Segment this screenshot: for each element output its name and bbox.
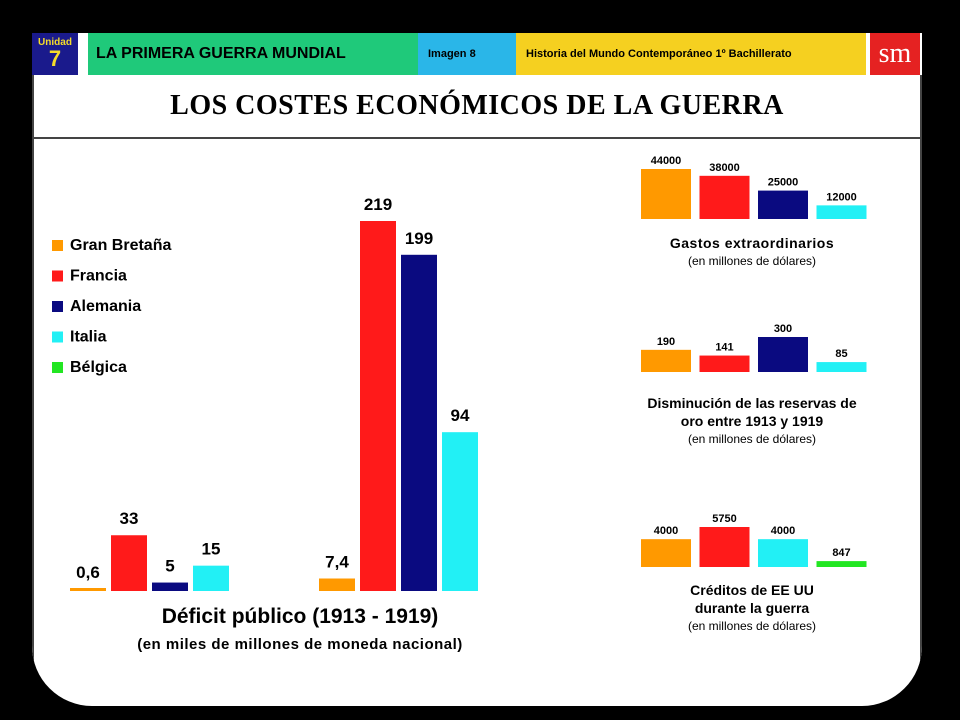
bar-disminucion-de-las-r-italia bbox=[816, 362, 867, 372]
frame-right bbox=[920, 75, 922, 706]
legend-swatch-francia bbox=[52, 270, 63, 282]
data-label: 190 bbox=[657, 336, 675, 348]
bar-disminucion-de-las-r-gran-bretana bbox=[641, 349, 691, 372]
data-label: 33 bbox=[120, 509, 139, 528]
publisher-logo: sm bbox=[870, 33, 920, 75]
data-label: 0,6 bbox=[76, 563, 100, 582]
data-label: 7,4 bbox=[325, 552, 349, 571]
slide-header: Unidad 7 LA PRIMERA GUERRA MUNDIAL Image… bbox=[32, 33, 922, 75]
title-bar: LOS COSTES ECONÓMICOS DE LA GUERRA bbox=[32, 75, 922, 139]
data-label: 847 bbox=[832, 547, 850, 559]
data-label: 219 bbox=[364, 195, 392, 214]
data-label: 44000 bbox=[651, 155, 682, 167]
bar-gastos-extraordinari-gran-bretana bbox=[641, 169, 691, 219]
chart-subtitle: (en millones de dólares) bbox=[688, 254, 816, 268]
chart-title: Déficit público (1913 - 1919) bbox=[162, 605, 439, 628]
data-label: 12000 bbox=[826, 191, 857, 203]
data-label: 199 bbox=[405, 229, 433, 248]
unit-label: Unidad bbox=[38, 37, 72, 48]
legend-label-alemania: Alemania bbox=[70, 298, 141, 315]
chart-title: Gastos extraordinarios bbox=[670, 235, 834, 251]
data-label: 4000 bbox=[654, 525, 678, 537]
data-label: 25000 bbox=[768, 177, 799, 189]
data-label: 85 bbox=[835, 348, 847, 360]
bar-creditos-de-ee-uu-du-gran-bretana bbox=[641, 539, 691, 567]
legend-label-italia: Italia bbox=[70, 329, 107, 346]
legend-swatch-italia bbox=[52, 331, 63, 343]
chart-title: Disminución de las reservas de bbox=[647, 395, 857, 411]
legend-swatch-alemania bbox=[52, 301, 63, 312]
unit-number: 7 bbox=[48, 46, 62, 71]
slide: Unidad 7 LA PRIMERA GUERRA MUNDIAL Image… bbox=[32, 33, 922, 706]
slide-title: LOS COSTES ECONÓMICOS DE LA GUERRA bbox=[170, 90, 784, 121]
data-label: 94 bbox=[451, 406, 470, 425]
chart-subtitle: (en miles de millones de moneda nacional… bbox=[137, 636, 463, 653]
bar-deficit-1-alemania bbox=[152, 582, 188, 591]
data-label: 141 bbox=[715, 342, 733, 354]
data-label: 300 bbox=[774, 323, 792, 335]
chart-title: durante la guerra bbox=[695, 600, 810, 616]
bar-gastos-extraordinari-alemania bbox=[758, 190, 808, 219]
unit-badge: Unidad 7 bbox=[32, 33, 78, 75]
bar-gastos-extraordinari-italia bbox=[816, 205, 867, 219]
legend-label-francia: Francia bbox=[70, 268, 127, 285]
bar-disminucion-de-las-r-alemania bbox=[758, 337, 808, 372]
bar-creditos-de-ee-uu-du-italia bbox=[758, 539, 808, 567]
image-label: Imagen 8 bbox=[418, 33, 516, 75]
data-label: 5750 bbox=[712, 513, 736, 525]
bar-creditos-de-ee-uu-du-francia bbox=[699, 527, 750, 567]
bar-creditos-de-ee-uu-du-belgica bbox=[816, 561, 867, 567]
bar-deficit-2-italia bbox=[442, 432, 478, 591]
bar-disminucion-de-las-r-francia bbox=[699, 355, 750, 372]
bar-deficit-1-italia bbox=[193, 565, 229, 591]
chart-subtitle: (en millones de dólares) bbox=[688, 432, 816, 446]
frame-left bbox=[32, 75, 34, 706]
bar-gastos-extraordinari-francia bbox=[699, 175, 750, 219]
bar-deficit-1-gran-bretana bbox=[70, 588, 106, 591]
data-label: 4000 bbox=[771, 525, 795, 537]
bar-deficit-1-francia bbox=[111, 535, 147, 591]
data-label: 38000 bbox=[709, 162, 740, 174]
bar-deficit-2-alemania bbox=[401, 254, 437, 591]
legend-label-gran-bretana: Gran Bretaña bbox=[70, 237, 171, 254]
topic-title: LA PRIMERA GUERRA MUNDIAL bbox=[88, 33, 418, 75]
legend-swatch-gran-bretana bbox=[52, 240, 63, 251]
legend-swatch-belgica bbox=[52, 362, 63, 373]
course-label: Historia del Mundo Contemporáneo 1º Bach… bbox=[516, 33, 866, 75]
charts-canvas: Gran Bretaña Francia Alemania Italia Bélgica… bbox=[52, 155, 867, 653]
chart-subtitle: (en millones de dólares) bbox=[688, 619, 816, 633]
legend-label-belgica: Bélgica bbox=[70, 359, 127, 376]
data-label: 15 bbox=[202, 540, 221, 559]
chart-title: oro entre 1913 y 1919 bbox=[681, 413, 824, 429]
chart-title: Créditos de EE UU bbox=[690, 582, 814, 598]
bar-deficit-2-francia bbox=[360, 221, 396, 591]
data-label: 5 bbox=[165, 557, 174, 576]
bar-deficit-2-gran-bretana bbox=[319, 578, 355, 591]
